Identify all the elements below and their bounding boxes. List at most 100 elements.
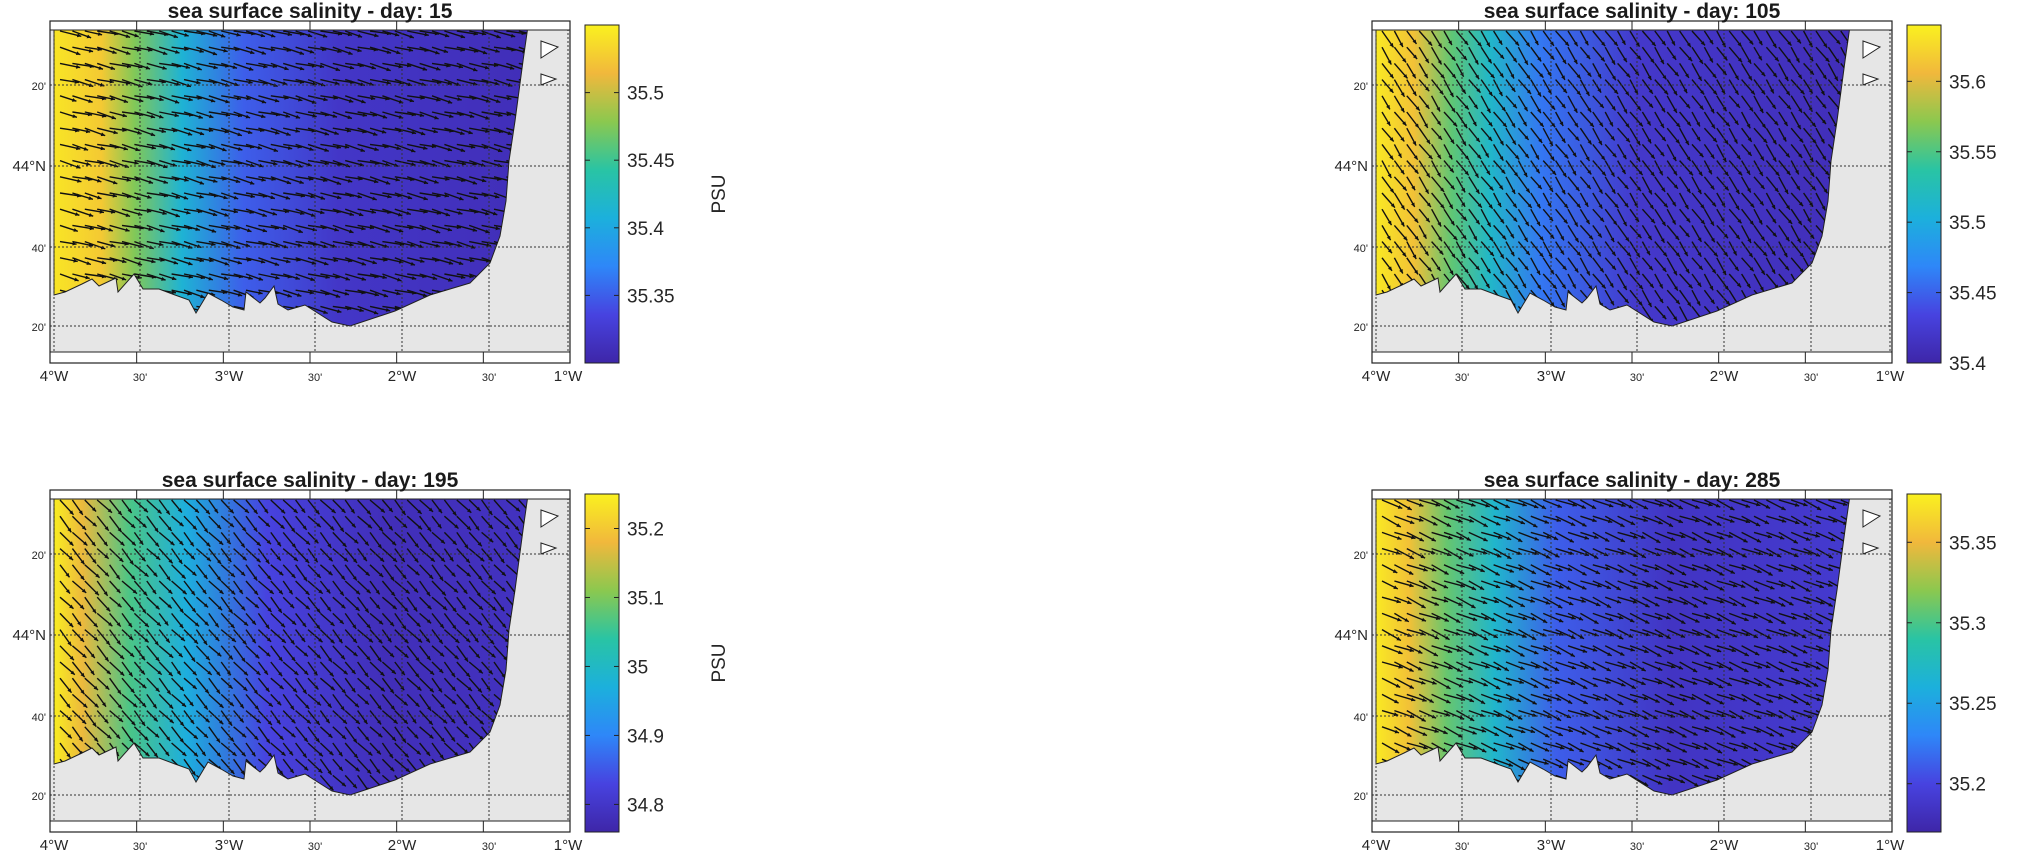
current-arrowhead bbox=[435, 50, 440, 55]
current-arrowhead bbox=[465, 704, 470, 709]
current-arrowhead bbox=[232, 751, 237, 756]
current-arrowhead bbox=[1781, 518, 1787, 523]
current-arrowhead bbox=[1440, 74, 1445, 79]
current-arrowhead bbox=[235, 179, 241, 183]
current-arrowhead bbox=[451, 737, 455, 742]
current-arrowhead bbox=[1772, 218, 1776, 224]
current-arrowhead bbox=[1597, 73, 1602, 79]
current-arrowhead bbox=[214, 623, 219, 628]
current-arrowhead bbox=[1411, 202, 1415, 207]
current-arrowhead bbox=[1747, 188, 1751, 193]
current-arrowhead bbox=[1690, 553, 1695, 557]
current-arrowhead bbox=[251, 752, 256, 757]
current-arrowhead bbox=[1700, 90, 1705, 95]
current-arrowhead bbox=[1662, 75, 1667, 80]
current-arrowhead bbox=[305, 540, 310, 545]
current-arrowhead bbox=[122, 259, 127, 264]
current-arrowhead bbox=[1800, 89, 1805, 95]
current-arrowhead bbox=[302, 753, 307, 758]
current-arrowhead bbox=[307, 162, 312, 167]
current-arrowhead bbox=[1511, 123, 1516, 128]
current-arrowhead bbox=[1388, 266, 1392, 271]
current-arrowhead bbox=[1524, 135, 1529, 140]
current-arrowhead bbox=[363, 719, 368, 724]
current-arrowhead bbox=[199, 194, 204, 199]
current-arrowhead bbox=[1547, 71, 1552, 77]
current-arrowhead bbox=[1830, 537, 1836, 542]
current-arrowhead bbox=[455, 638, 460, 643]
current-arrowhead bbox=[415, 673, 420, 678]
current-arrowhead bbox=[1614, 203, 1619, 208]
current-arrowhead bbox=[1545, 600, 1551, 605]
current-arrowhead bbox=[253, 527, 258, 532]
current-vectors bbox=[59, 499, 528, 793]
current-arrowhead bbox=[100, 245, 106, 250]
current-arrowhead bbox=[372, 260, 377, 265]
current-arrowhead bbox=[426, 655, 431, 661]
current-arrowhead bbox=[386, 67, 391, 72]
current-arrowhead bbox=[1539, 122, 1544, 127]
current-arrowhead bbox=[1400, 169, 1405, 175]
current-arrowhead bbox=[1414, 269, 1418, 275]
current-arrowhead bbox=[396, 291, 401, 296]
current-arrowhead bbox=[1443, 598, 1449, 603]
current-arrowhead bbox=[1610, 172, 1615, 177]
current-arrowhead bbox=[1576, 251, 1581, 256]
current-arrowhead bbox=[1834, 76, 1838, 81]
current-arrowhead bbox=[1757, 569, 1762, 573]
current-arrowhead bbox=[1449, 168, 1454, 173]
current-arrowhead bbox=[67, 688, 72, 693]
lon-tick-label: 30' bbox=[1804, 372, 1818, 384]
current-arrowhead bbox=[1785, 90, 1790, 96]
current-arrowhead bbox=[366, 510, 371, 515]
current-arrowhead bbox=[113, 130, 118, 135]
current-arrowhead bbox=[1822, 155, 1826, 161]
current-arrowhead bbox=[1786, 105, 1791, 110]
current-arrowhead bbox=[451, 672, 456, 678]
current-arrowhead bbox=[344, 144, 350, 149]
current-arrowhead bbox=[112, 193, 117, 198]
current-arrowhead bbox=[1559, 121, 1564, 126]
current-arrowhead bbox=[398, 64, 403, 69]
current-arrowhead bbox=[1431, 537, 1436, 542]
current-arrowhead bbox=[454, 655, 459, 660]
current-arrowhead bbox=[1450, 220, 1455, 226]
current-arrowhead bbox=[1489, 236, 1494, 242]
current-arrowhead bbox=[1771, 269, 1776, 274]
current-arrowhead bbox=[1680, 534, 1686, 539]
lon-tick-label: 4°W bbox=[1362, 368, 1391, 385]
current-arrowhead bbox=[1526, 74, 1531, 80]
current-arrowhead bbox=[1647, 138, 1652, 144]
current-arrowhead bbox=[219, 589, 224, 594]
current-arrowhead bbox=[1746, 170, 1751, 175]
current-arrowhead bbox=[282, 226, 287, 231]
current-arrowhead bbox=[1397, 617, 1402, 622]
current-arrowhead bbox=[117, 510, 122, 516]
current-arrowhead bbox=[1624, 202, 1629, 208]
current-arrowhead bbox=[316, 573, 321, 578]
current-arrowhead bbox=[336, 195, 342, 200]
current-arrowhead bbox=[1624, 298, 1629, 303]
current-arrowhead bbox=[193, 639, 198, 644]
current-arrowhead bbox=[341, 689, 346, 694]
current-arrowhead bbox=[1712, 90, 1717, 95]
current-arrowhead bbox=[1464, 155, 1469, 160]
current-arrowhead bbox=[301, 508, 306, 513]
current-arrowhead bbox=[104, 572, 109, 577]
current-arrowhead bbox=[205, 509, 210, 515]
current-arrowhead bbox=[276, 719, 281, 725]
current-arrowhead bbox=[1629, 618, 1635, 623]
current-arrowhead bbox=[147, 195, 152, 199]
current-arrowhead bbox=[1697, 76, 1702, 81]
current-arrowhead bbox=[1430, 550, 1436, 555]
current-arrowhead bbox=[426, 751, 431, 756]
current-arrowhead bbox=[1475, 265, 1480, 271]
current-arrowhead bbox=[1519, 586, 1524, 591]
current-arrowhead bbox=[273, 148, 278, 152]
current-arrowhead bbox=[1499, 73, 1504, 78]
current-arrowhead bbox=[1386, 285, 1391, 290]
lon-tick-label: 30' bbox=[1455, 372, 1469, 384]
current-arrowhead bbox=[81, 588, 87, 593]
current-arrowhead bbox=[154, 733, 160, 738]
current-arrowhead bbox=[92, 522, 97, 527]
